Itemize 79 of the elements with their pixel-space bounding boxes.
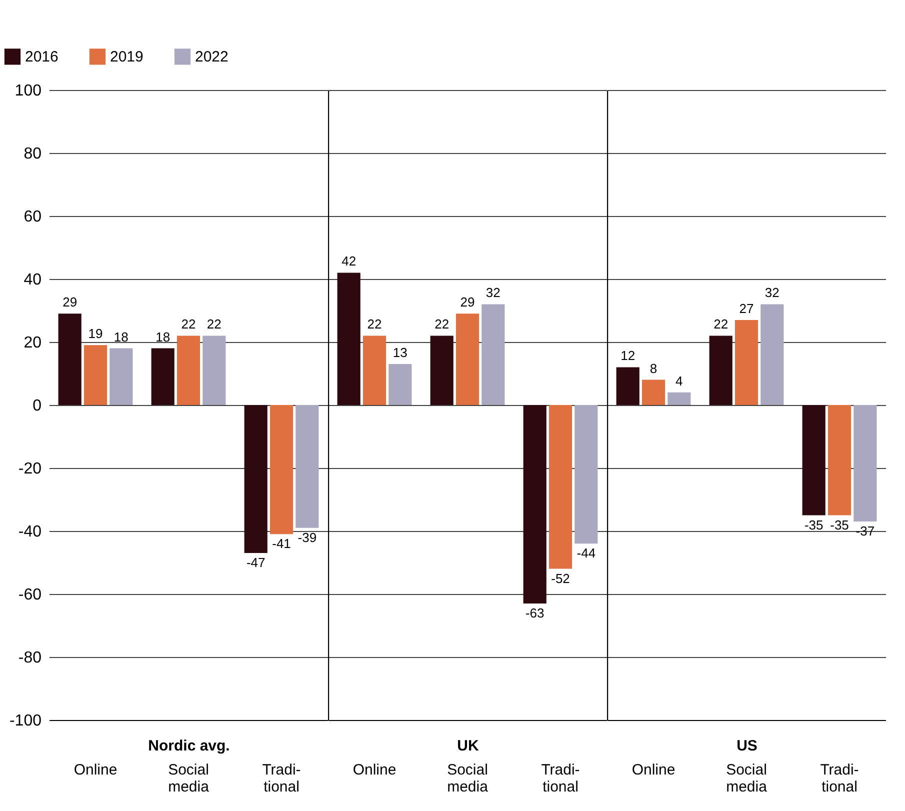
bar xyxy=(270,405,294,534)
bar xyxy=(337,272,360,405)
bar xyxy=(110,348,133,405)
y-tick-label: 60 xyxy=(24,208,42,226)
legend-label: 2016 xyxy=(25,48,58,66)
x-tick-label: Tradi-tional xyxy=(262,762,301,796)
bar xyxy=(482,304,505,405)
data-label: 27 xyxy=(739,300,754,316)
y-tick-label: 40 xyxy=(24,272,42,288)
y-tick-label: 100 xyxy=(14,82,42,100)
bar xyxy=(296,405,319,528)
data-label: 18 xyxy=(156,329,170,344)
data-label: 22 xyxy=(434,316,450,332)
data-label: -41 xyxy=(272,536,291,552)
bar xyxy=(430,336,454,405)
x-tick-label: Social media xyxy=(168,762,210,796)
x-tick-label: Tradi-tional xyxy=(541,762,580,796)
y-tick-label: 80 xyxy=(24,146,42,162)
bar xyxy=(202,336,226,405)
x-tick-label: Social media xyxy=(726,762,768,796)
bar xyxy=(388,364,412,405)
data-label: 42 xyxy=(342,254,356,269)
bar xyxy=(244,405,268,554)
bar xyxy=(574,405,598,544)
bar xyxy=(84,345,108,405)
bar xyxy=(176,336,200,405)
x-tick-label: Tradi-tional xyxy=(820,762,859,796)
bar xyxy=(151,348,174,405)
data-label: 18 xyxy=(114,329,128,344)
y-tick-label: 20 xyxy=(24,334,42,352)
data-label: 29 xyxy=(460,294,475,310)
data-label: 22 xyxy=(206,316,222,332)
bar xyxy=(828,405,852,516)
data-label: 22 xyxy=(181,316,196,332)
y-tick-label: -80 xyxy=(18,650,42,666)
x-tick-label: Online xyxy=(74,762,118,778)
bar xyxy=(616,367,640,405)
bar xyxy=(548,405,572,569)
y-tick-label: 0 xyxy=(32,398,42,414)
bar xyxy=(802,405,826,516)
bar xyxy=(709,336,732,405)
data-label: 32 xyxy=(486,285,500,300)
data-label: 13 xyxy=(392,345,408,360)
bar xyxy=(58,314,82,405)
x-axis-title: US xyxy=(736,738,758,754)
data-label: 4 xyxy=(676,373,683,388)
x-axis-title: Nordic avg. xyxy=(148,738,230,754)
data-label: -44 xyxy=(576,546,596,561)
data-label: 8 xyxy=(650,360,658,376)
data-label: 12 xyxy=(620,348,636,364)
y-tick-label: -40 xyxy=(18,524,42,540)
bar xyxy=(734,320,758,405)
y-tick-label: -100 xyxy=(9,712,42,730)
data-label: -47 xyxy=(246,555,266,570)
bar xyxy=(362,336,386,405)
x-tick-label: Online xyxy=(632,762,676,778)
y-tick-label: -20 xyxy=(18,460,42,478)
data-label: 22 xyxy=(367,316,382,332)
data-label: 32 xyxy=(764,285,780,300)
data-label: -35 xyxy=(804,517,824,532)
bar xyxy=(760,304,784,405)
data-label: -63 xyxy=(525,605,544,620)
legend-label: 2019 xyxy=(110,48,144,66)
bar xyxy=(456,314,480,405)
bar xyxy=(523,405,546,604)
data-label: -35 xyxy=(830,517,849,532)
data-label: 19 xyxy=(88,326,103,342)
legend-label: 2022 xyxy=(195,48,228,66)
bar xyxy=(668,392,691,405)
data-label: -39 xyxy=(298,530,317,545)
bar xyxy=(642,380,666,405)
x-axis-title: UK xyxy=(457,738,479,754)
x-tick-label: Online xyxy=(352,762,396,778)
bar xyxy=(854,405,877,522)
y-tick-label: -60 xyxy=(18,586,42,604)
data-label: 29 xyxy=(62,294,78,310)
data-label: -52 xyxy=(551,570,570,586)
x-tick-label: Social media xyxy=(447,762,489,796)
data-label: 22 xyxy=(714,316,728,332)
